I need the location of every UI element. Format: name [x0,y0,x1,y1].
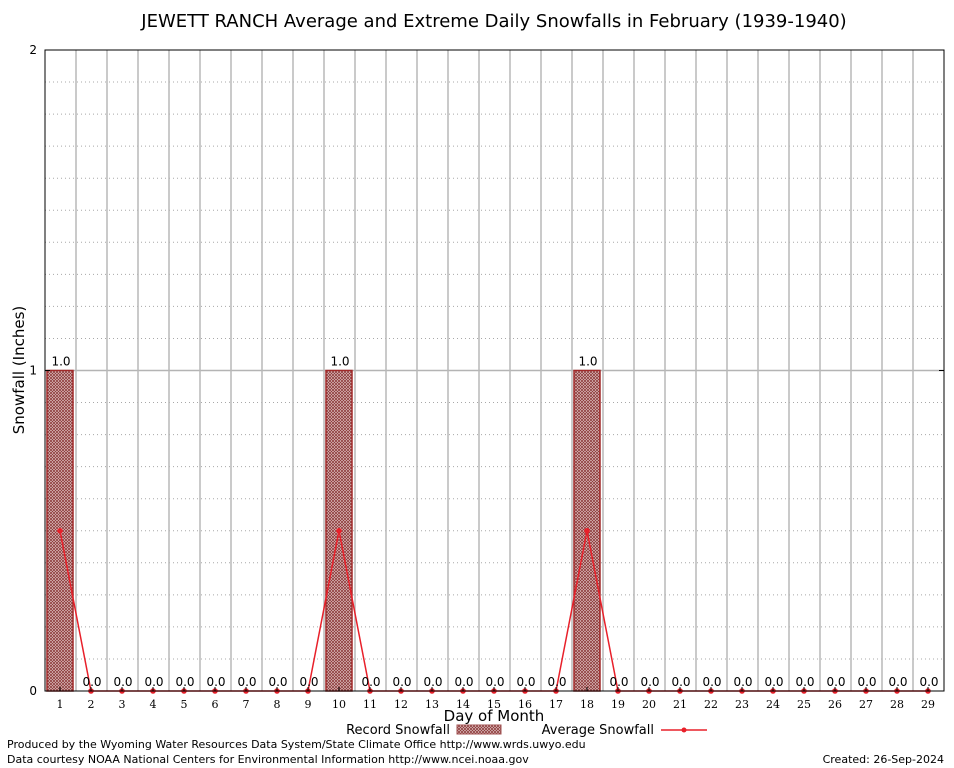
x-axis-ticks: 1 2 3 4 5 6 7 8 9 10 11 12 13 14 15 16 17 18 19 20 21 22 23 24 2… [57,687,935,711]
x-tick-label: 2 [88,698,95,711]
x-tick-label: 20 [642,698,656,711]
grid-lines [45,50,944,691]
average-series-line [59,530,928,692]
x-tick-label: 27 [859,698,873,711]
x-tick-label: 17 [549,698,563,711]
x-tick-label: 21 [673,698,687,711]
record-label-day-17: 0.0 [547,675,566,689]
record-label-day-18: 1.0 [578,355,597,369]
plot-frame [44,49,945,692]
average-point-day-1 [57,527,63,534]
x-tick-label: 19 [611,698,625,711]
x-tick-label: 4 [150,698,157,711]
data-labels: 1.0 0.0 0.0 0.0 0.0 0.0 0.0 0.0 0.0 1.0 0.0 0.0 0.0 0… [51,355,938,690]
record-label-day-4: 0.0 [144,675,163,689]
record-label-day-29: 0.0 [919,675,938,689]
x-tick-label: 10 [332,698,346,711]
record-label-day-10: 1.0 [330,355,349,369]
x-tick-label: 1 [57,698,64,711]
x-tick-label: 25 [797,698,811,711]
record-label-day-1: 1.0 [51,355,70,369]
footer-created: Created: 26-Sep-2024 [823,753,944,766]
record-label-day-24: 0.0 [764,675,783,689]
x-tick-label: 22 [704,698,718,711]
x-tick-label: 16 [518,698,532,711]
record-label-day-15: 0.0 [485,675,504,689]
x-tick-label: 13 [425,698,439,711]
record-label-day-19: 0.0 [609,675,628,689]
record-label-day-20: 0.0 [640,675,659,689]
record-label-day-6: 0.0 [206,675,225,689]
x-tick-label: 7 [243,698,250,711]
x-tick-label: 23 [735,698,749,711]
y-tick-label: 1 [29,364,37,378]
record-label-day-8: 0.0 [268,675,287,689]
y-axis-label: Snowfall (Inches) [10,306,28,434]
x-tick-label: 28 [890,698,904,711]
record-label-day-25: 0.0 [795,675,814,689]
record-label-day-3: 0.0 [113,675,132,689]
legend-record-label: Record Snowfall [346,723,450,738]
x-tick-label: 6 [212,698,219,711]
average-point-day-10 [336,527,342,534]
chart-title: JEWETT RANCH Average and Extreme Daily S… [140,11,846,32]
x-tick-label: 24 [766,698,780,711]
legend: Record Snowfall Average Snowfall [346,723,707,738]
x-tick-label: 11 [363,698,377,711]
record-label-day-27: 0.0 [857,675,876,689]
record-label-day-11: 0.0 [361,675,380,689]
record-label-day-5: 0.0 [175,675,194,689]
average-point-day-18 [584,527,590,534]
y-tick-label: 0 [29,684,37,698]
record-label-day-28: 0.0 [888,675,907,689]
record-label-day-16: 0.0 [516,675,535,689]
x-tick-label: 26 [828,698,842,711]
x-tick-label: 8 [274,698,281,711]
record-label-day-9: 0.0 [299,675,318,689]
x-tick-label: 15 [487,698,501,711]
average-line [57,527,931,694]
record-label-day-23: 0.0 [733,675,752,689]
record-label-day-7: 0.0 [237,675,256,689]
legend-average-label: Average Snowfall [542,723,654,738]
record-label-day-21: 0.0 [671,675,690,689]
x-tick-label: 12 [394,698,408,711]
footer-producer: Produced by the Wyoming Water Resources … [7,738,586,751]
y-tick-label: 2 [29,43,37,57]
footer-data-source: Data courtesy NOAA National Centers for … [7,753,529,766]
legend-average-marker [681,727,687,733]
x-tick-label: 29 [921,698,935,711]
x-axis-label: Day of Month [444,707,545,725]
x-tick-label: 9 [305,698,312,711]
x-tick-label: 5 [181,698,188,711]
x-tick-label: 14 [456,698,470,711]
record-label-day-13: 0.0 [423,675,442,689]
record-label-day-26: 0.0 [826,675,845,689]
record-label-day-22: 0.0 [702,675,721,689]
record-label-day-14: 0.0 [454,675,473,689]
x-tick-label: 3 [119,698,126,711]
legend-record-swatch [456,724,502,735]
x-tick-label: 18 [580,698,594,711]
record-label-day-2: 0.0 [82,675,101,689]
record-label-day-12: 0.0 [392,675,411,689]
